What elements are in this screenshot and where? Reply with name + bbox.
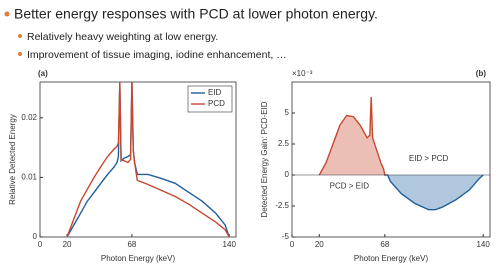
legend-label: PCD [208,99,225,108]
x-axis-label: Photon Energy (keV) [354,254,429,263]
y-tick-label: 0 [285,170,290,179]
bullet-dot [18,52,22,56]
line [66,82,230,237]
y-tick-label: 2.5 [278,139,290,148]
y-tick-label: 0.02 [21,113,37,122]
line [66,82,230,237]
y-tick-label: -2.5 [275,201,289,210]
x-tick-label: 68 [380,240,389,249]
panel-label: (b) [476,69,487,78]
x-tick-label: 68 [127,240,136,249]
y-multiplier: ×10⁻³ [292,69,313,78]
x-tick-label: 20 [315,240,324,249]
plot-frame [39,81,237,238]
plot-frame [291,81,491,238]
x-axis-label: Photon Energy (keV) [101,254,176,263]
plot-area [318,96,484,211]
plot-area [66,82,230,237]
panel-label: (a) [38,69,48,78]
area [319,96,484,210]
y-tick-label: -5 [282,232,290,241]
y-tick-label: 0.01 [21,172,37,181]
x-tick-label: 140 [223,240,237,249]
x-tick-label: 20 [63,240,72,249]
sub-bullet: Relatively heavy weighting at low energy… [27,31,218,43]
sub-bullet: Improvement of tissue imaging, iodine en… [27,49,287,61]
legend-label: EID [208,88,222,97]
annotation: EID > PCD [409,154,449,163]
y-tick-label: 0 [33,232,38,241]
y-axis-label: Relative Detected Energy [8,114,17,205]
x-tick-label: 0 [290,240,295,249]
annotation: PCD > EID [330,181,370,190]
x-tick-label: 0 [38,240,43,249]
y-tick-label: 5 [285,108,290,117]
bullet-dot [18,34,22,38]
bullet: Better energy responses with PCD at lowe… [14,6,378,22]
y-axis-label: Detected Energy Gain: PCD-EID [260,101,269,217]
x-tick-label: 140 [476,240,490,249]
legend-box [187,85,233,113]
line [318,96,484,211]
bullet-dot [4,11,10,17]
